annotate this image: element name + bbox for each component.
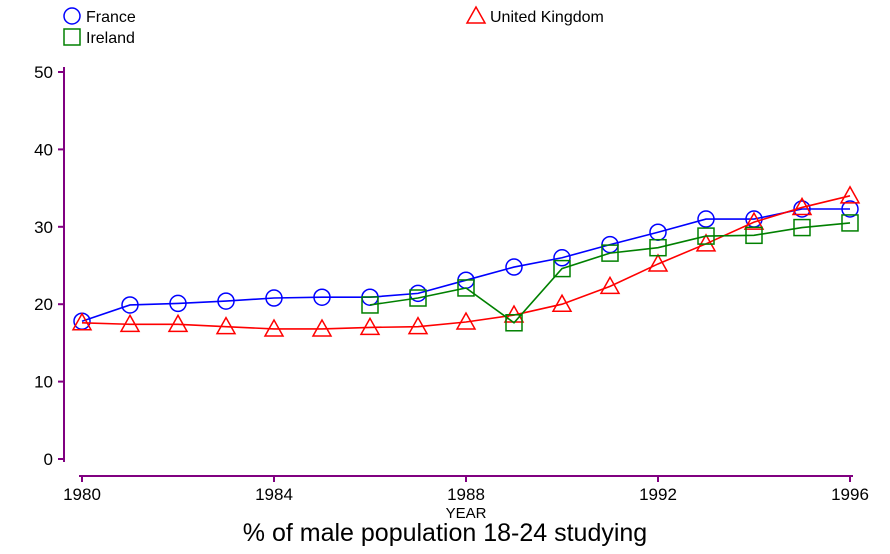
x-tick-label: 1996 [831, 485, 869, 504]
legend-marker-united-kingdom [465, 5, 487, 24]
data-point-united-kingdom [551, 293, 573, 312]
data-point-ireland [745, 226, 763, 245]
data-point-france [313, 288, 331, 306]
data-point-france [697, 210, 715, 228]
data-point-united-kingdom [455, 311, 477, 330]
data-point-united-kingdom [359, 316, 381, 336]
axes: 0 10 20 30 40 50 1980 1984 1988 1992 1996 [34, 63, 869, 504]
legend-marker-ireland [63, 28, 81, 46]
data-point-united-kingdom [263, 318, 285, 337]
y-tick-label: 20 [34, 295, 53, 314]
data-point-ireland [505, 314, 523, 332]
series-line-ireland [369, 222, 851, 324]
y-tick-label: 0 [44, 450, 53, 469]
data-point-ireland [841, 214, 859, 232]
data-point-united-kingdom [407, 316, 429, 335]
y-tick-label: 10 [34, 373, 53, 392]
legend-item-france: France [63, 7, 136, 26]
y-tick-label: 40 [34, 140, 53, 159]
data-point-ireland [553, 259, 571, 278]
legend-label-france: France [86, 9, 136, 26]
series-ireland [361, 214, 859, 332]
legend-item-ireland: Ireland [63, 28, 135, 47]
series-united-kingdom [71, 185, 861, 337]
data-point-ireland [361, 296, 379, 314]
y-tick-label: 50 [34, 63, 53, 82]
x-tick-label: 1992 [639, 485, 677, 504]
data-point-united-kingdom [695, 233, 717, 252]
data-point-france [505, 258, 523, 276]
data-point-france [841, 200, 859, 218]
data-point-ireland [457, 279, 475, 297]
series-layer [71, 185, 861, 337]
data-point-united-kingdom [599, 275, 621, 295]
series-france [73, 200, 859, 330]
data-point-france [793, 200, 811, 218]
data-point-ireland [697, 227, 715, 245]
x-tick-label: 1988 [447, 485, 485, 504]
data-point-ireland [649, 238, 667, 257]
series-line-france [81, 208, 850, 322]
series-line-united-kingdom [81, 195, 851, 330]
legend-item-united-kingdom: United Kingdom [465, 5, 604, 26]
data-point-france [265, 289, 283, 307]
data-point-france [217, 292, 235, 310]
data-point-united-kingdom [215, 316, 237, 335]
data-point-ireland [601, 244, 619, 262]
data-point-france [169, 294, 187, 313]
data-point-united-kingdom [71, 312, 93, 331]
data-point-united-kingdom [791, 196, 813, 216]
chart-caption: % of male population 18-24 studying [242, 519, 648, 547]
y-tick-label: 30 [34, 218, 53, 237]
data-point-united-kingdom [311, 318, 333, 337]
x-tick-label: 1980 [63, 485, 101, 504]
data-point-ireland [793, 218, 811, 237]
data-point-united-kingdom [119, 313, 141, 333]
data-point-united-kingdom [167, 313, 189, 333]
data-point-france [553, 249, 571, 267]
data-point-france [121, 296, 139, 314]
x-axis-title: YEAR [446, 505, 487, 522]
data-point-ireland [409, 289, 427, 307]
data-point-united-kingdom [647, 253, 669, 272]
legend-marker-france [63, 7, 81, 25]
data-point-united-kingdom [839, 185, 861, 204]
data-point-united-kingdom [743, 211, 765, 230]
legend: France Ireland United Kingdom [63, 5, 604, 47]
legend-label-ireland: Ireland [86, 30, 135, 47]
x-tick-label: 1984 [255, 485, 293, 504]
legend-label-united-kingdom: United Kingdom [490, 9, 604, 26]
